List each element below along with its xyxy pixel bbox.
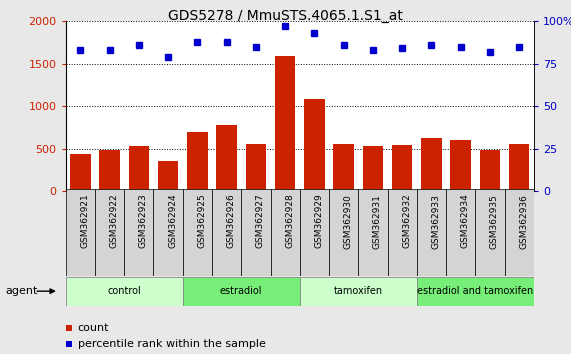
Bar bbox=[187, 132, 208, 191]
Bar bbox=[304, 99, 325, 191]
FancyBboxPatch shape bbox=[505, 189, 534, 276]
Bar bbox=[451, 140, 471, 191]
Bar bbox=[480, 150, 500, 191]
Text: GSM362930: GSM362930 bbox=[344, 194, 353, 249]
FancyBboxPatch shape bbox=[66, 277, 183, 306]
FancyBboxPatch shape bbox=[388, 189, 417, 276]
Text: count: count bbox=[78, 323, 109, 333]
FancyBboxPatch shape bbox=[95, 189, 124, 276]
Bar bbox=[421, 138, 442, 191]
FancyBboxPatch shape bbox=[300, 277, 417, 306]
Text: GDS5278 / MmuSTS.4065.1.S1_at: GDS5278 / MmuSTS.4065.1.S1_at bbox=[168, 9, 403, 23]
Text: GSM362935: GSM362935 bbox=[490, 194, 499, 249]
Text: GSM362927: GSM362927 bbox=[256, 194, 265, 249]
Text: control: control bbox=[107, 286, 141, 296]
Bar bbox=[392, 145, 412, 191]
Text: estradiol: estradiol bbox=[220, 286, 263, 296]
Bar bbox=[333, 144, 354, 191]
Bar bbox=[363, 146, 383, 191]
Text: GSM362929: GSM362929 bbox=[315, 194, 323, 249]
Text: estradiol and tamoxifen: estradiol and tamoxifen bbox=[417, 286, 533, 296]
Bar bbox=[70, 154, 91, 191]
FancyBboxPatch shape bbox=[300, 189, 329, 276]
FancyBboxPatch shape bbox=[475, 189, 505, 276]
Bar bbox=[509, 144, 529, 191]
FancyBboxPatch shape bbox=[417, 189, 446, 276]
Text: percentile rank within the sample: percentile rank within the sample bbox=[78, 339, 266, 349]
Text: GSM362923: GSM362923 bbox=[139, 194, 148, 249]
FancyBboxPatch shape bbox=[124, 189, 154, 276]
FancyBboxPatch shape bbox=[329, 189, 359, 276]
FancyBboxPatch shape bbox=[183, 189, 212, 276]
FancyBboxPatch shape bbox=[417, 277, 534, 306]
FancyBboxPatch shape bbox=[446, 189, 475, 276]
Text: GSM362928: GSM362928 bbox=[285, 194, 294, 249]
Text: GSM362922: GSM362922 bbox=[110, 194, 119, 249]
Text: agent: agent bbox=[6, 286, 38, 296]
Text: GSM362925: GSM362925 bbox=[198, 194, 206, 249]
FancyBboxPatch shape bbox=[183, 277, 300, 306]
FancyBboxPatch shape bbox=[212, 189, 241, 276]
Bar bbox=[128, 146, 149, 191]
FancyBboxPatch shape bbox=[154, 189, 183, 276]
Bar bbox=[275, 56, 295, 191]
Text: GSM362934: GSM362934 bbox=[461, 194, 470, 249]
Text: GSM362926: GSM362926 bbox=[227, 194, 236, 249]
Bar bbox=[216, 125, 237, 191]
FancyBboxPatch shape bbox=[271, 189, 300, 276]
FancyBboxPatch shape bbox=[66, 189, 95, 276]
Bar bbox=[158, 161, 178, 191]
Text: GSM362933: GSM362933 bbox=[432, 194, 440, 249]
Text: GSM362932: GSM362932 bbox=[402, 194, 411, 249]
Bar bbox=[99, 150, 120, 191]
Bar bbox=[246, 144, 266, 191]
FancyBboxPatch shape bbox=[241, 189, 271, 276]
Text: tamoxifen: tamoxifen bbox=[333, 286, 383, 296]
Text: GSM362924: GSM362924 bbox=[168, 194, 177, 249]
Text: GSM362921: GSM362921 bbox=[81, 194, 89, 249]
Text: GSM362931: GSM362931 bbox=[373, 194, 382, 249]
FancyBboxPatch shape bbox=[359, 189, 388, 276]
Text: GSM362936: GSM362936 bbox=[519, 194, 528, 249]
